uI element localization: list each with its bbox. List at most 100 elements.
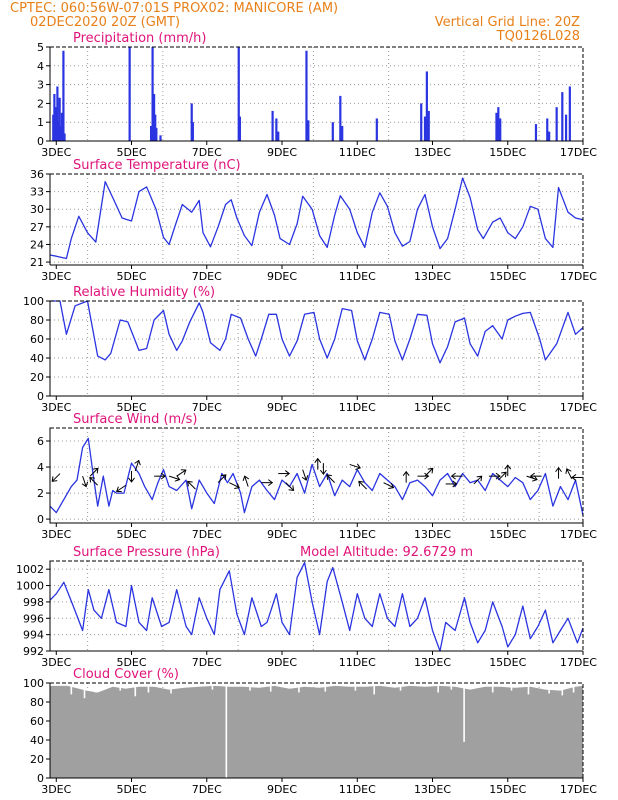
cloud-cover-gap — [147, 683, 150, 693]
y-tick-label: 80 — [30, 696, 44, 709]
header-grid-note: Vertical Grid Line: 20Z — [435, 15, 580, 30]
cloud-cover-gap — [373, 683, 375, 695]
wind-arrow-head — [268, 479, 274, 487]
x-tick-label: 9DEC — [267, 528, 297, 541]
y-tick-label: 100 — [23, 677, 44, 690]
x-tick-label: 7DEC — [192, 401, 222, 414]
wind-arrow-head — [495, 472, 501, 480]
cloud-cover-panel: Cloud Cover (%) 0 20 40 60 80 100 3DEC 5DEC 7DEC 9… — [23, 667, 597, 796]
x-tick-label: 13DEC — [414, 528, 451, 541]
x-tick-label: 15DEC — [489, 528, 526, 541]
wind-arrow-head — [81, 481, 89, 488]
precipitation-panel: Precipitation (mm/h) 0 1 2 3 4 5 3DEC 5DEC 7DEC 9D… — [37, 31, 597, 159]
precip-bar — [53, 94, 56, 141]
wind-arrow-shaft — [82, 475, 87, 487]
precip-bar — [58, 97, 61, 141]
precip-bar — [60, 112, 64, 141]
precip-bar — [307, 120, 310, 141]
wind-arrow-shaft — [424, 468, 434, 477]
wind-arrow-head — [555, 466, 562, 473]
cloud-cover-gap — [491, 683, 494, 693]
wind-arrow-head — [452, 480, 458, 488]
temperature-title: Surface Temperature (nC) — [73, 158, 241, 173]
cloud-cover-gap — [527, 683, 530, 695]
pressure-title: Surface Pressure (hPa) — [73, 545, 220, 560]
wind-arrow-head — [388, 482, 395, 489]
x-tick-label: 9DEC — [267, 146, 297, 159]
wind-arrow-shaft — [358, 481, 368, 490]
cloud-cover-gap — [324, 683, 327, 692]
humidity-panel: Relative Humidity (%) 0 20 40 60 80 100 3DEC 5DE… — [23, 285, 597, 414]
wind-arrow-shaft — [229, 482, 240, 489]
x-tick-label: 3DEC — [41, 146, 71, 159]
y-tick-label: 1000 — [16, 580, 44, 593]
temperature-panel: Surface Temperature (nC) 21 24 27 30 33 36 3DEC… — [30, 158, 597, 283]
cloud-cover-gap — [94, 683, 97, 693]
x-tick-label: 17DEC — [560, 401, 597, 414]
cloud-cover-gap — [83, 683, 86, 699]
precip-bar — [63, 133, 66, 141]
wind-arrow-head — [424, 472, 430, 480]
precip-bar — [56, 86, 59, 141]
precip-bar — [152, 94, 156, 141]
x-tick-label: 11DEC — [339, 401, 376, 414]
y-tick-label: 6 — [37, 435, 44, 448]
x-tick-label: 11DEC — [339, 528, 376, 541]
wind-arrow-shaft — [168, 475, 180, 481]
cloud-cover-gap — [437, 683, 439, 693]
humidity-title: Relative Humidity (%) — [73, 285, 215, 300]
wind-arrow-head — [174, 475, 181, 482]
x-tick-label: 7DEC — [192, 270, 222, 283]
x-tick-label: 17DEC — [560, 146, 597, 159]
precipitation-title: Precipitation (mm/h) — [73, 31, 206, 46]
y-tick-label: 21 — [30, 256, 44, 269]
wind-line — [49, 437, 584, 516]
cloud-cover-gap — [463, 683, 465, 742]
y-tick-label: 33 — [30, 186, 44, 199]
y-tick-label: 20 — [30, 753, 44, 766]
cloud-cover-gap — [70, 683, 73, 695]
precip-bar — [277, 131, 280, 141]
cloud-cover-gap — [354, 683, 357, 691]
x-tick-label: 5DEC — [116, 401, 146, 414]
x-tick-label: 15DEC — [489, 783, 526, 796]
wind-arrow-head — [116, 486, 122, 493]
y-tick-label: 100 — [23, 295, 44, 308]
wind-arrow-head — [532, 475, 538, 482]
wind-arrow-head — [288, 485, 295, 492]
wind-arrow-shaft — [244, 475, 249, 487]
x-tick-label: 9DEC — [267, 270, 297, 283]
cloud-cover-gap — [399, 683, 402, 691]
wind-arrow-shaft — [497, 471, 507, 481]
y-tick-label: 60 — [30, 715, 44, 728]
y-tick-label: 3 — [37, 79, 44, 92]
pressure-frame — [49, 560, 584, 652]
wind-arrow-shaft — [326, 474, 336, 484]
precip-bar — [55, 118, 58, 141]
precip-bar — [191, 122, 194, 141]
y-tick-label: 0 — [37, 135, 44, 148]
wind-arrow-head — [314, 457, 322, 463]
wind-arrow-shaft — [217, 474, 227, 484]
y-tick-label: 5 — [37, 41, 44, 54]
header-datetime: 02DEC2020 20Z (GMT) — [30, 15, 180, 30]
wind-arrow-head — [51, 476, 58, 482]
x-tick-label: 17DEC — [560, 270, 597, 283]
x-tick-label: 3DEC — [41, 270, 71, 283]
y-tick-label: 1 — [37, 116, 44, 129]
x-tick-label: 17DEC — [560, 783, 597, 796]
y-tick-label: 36 — [30, 168, 44, 181]
cloud-cover-gap — [450, 683, 453, 690]
wind-arrow-shaft — [116, 484, 127, 492]
y-tick-label: 20 — [30, 371, 44, 384]
x-tick-label: 15DEC — [489, 656, 526, 669]
wind-arrow-head — [128, 477, 135, 483]
temperature-frame — [49, 173, 584, 266]
y-tick-label: 4 — [37, 60, 44, 73]
x-tick-label: 17DEC — [560, 656, 597, 669]
x-tick-label: 13DEC — [414, 146, 451, 159]
model-altitude-label: Model Altitude: 92.6729 m — [300, 545, 473, 560]
cloud-cover-gap — [211, 683, 214, 690]
header-model-code: TQ0126L028 — [496, 29, 580, 44]
y-tick-label: 994 — [23, 629, 44, 642]
